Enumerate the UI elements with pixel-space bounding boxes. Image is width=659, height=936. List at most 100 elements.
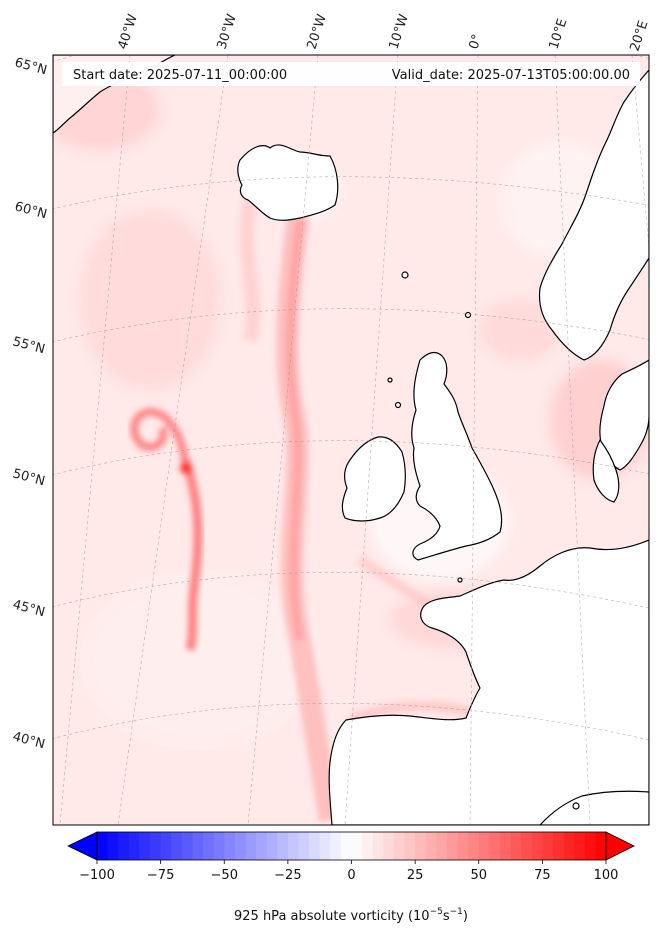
colorbar-level bbox=[584, 832, 596, 860]
lon-line-0 bbox=[469, 55, 479, 825]
colorbar-level bbox=[234, 832, 247, 860]
colorbar-level bbox=[330, 832, 342, 860]
longitude-labels: 40°W 30°W 20°W 10°W 0° 10°E 20°E bbox=[116, 12, 652, 53]
colorbar-level bbox=[351, 832, 363, 860]
colorbar-level bbox=[107, 832, 119, 860]
colorbar-level bbox=[415, 832, 427, 860]
colorbar-level bbox=[383, 832, 395, 860]
colorbar-level bbox=[404, 832, 416, 860]
lat-label-55n: 55°N bbox=[11, 334, 47, 357]
colorbar-level bbox=[245, 832, 257, 860]
norway-coast bbox=[538, 69, 649, 361]
colorbar-level bbox=[256, 832, 268, 860]
lat-label-40n: 40°N bbox=[11, 729, 47, 752]
colorbar-level bbox=[118, 832, 130, 860]
jutland-coast bbox=[592, 439, 620, 503]
colorbar-level bbox=[287, 832, 300, 860]
colorbar-level bbox=[595, 832, 607, 860]
iceland-coast bbox=[237, 144, 339, 221]
colorbar-tick-label: 100 bbox=[594, 868, 619, 883]
colorbar-level bbox=[457, 832, 469, 860]
colorbar-level bbox=[277, 832, 289, 860]
colorbar-level bbox=[128, 832, 141, 860]
colorbar-ticks: −100 −75 −50 −25 0 25 50 75 100 bbox=[79, 860, 618, 883]
colorbar-level bbox=[574, 832, 586, 860]
lon-label-20w: 20°W bbox=[305, 12, 330, 51]
colorbar-level bbox=[436, 832, 448, 860]
lon-line-40w bbox=[59, 55, 131, 825]
lon-label-0: 0° bbox=[467, 33, 486, 52]
africa-coast bbox=[539, 790, 649, 825]
lon-line-20w bbox=[247, 55, 319, 825]
lat-label-45n: 45°N bbox=[11, 597, 47, 620]
colorbar-tick-label: −25 bbox=[274, 868, 301, 883]
colorbar-level bbox=[489, 832, 501, 860]
colorbar-tick-label: 25 bbox=[407, 868, 424, 883]
lon-line-30w bbox=[117, 55, 229, 825]
colorbar-level bbox=[521, 832, 533, 860]
colorbar-level bbox=[393, 832, 406, 860]
colorbar-level bbox=[181, 832, 194, 860]
colorbar-level bbox=[499, 832, 512, 860]
colorbar-level bbox=[192, 832, 204, 860]
colorbar-tick-label: −75 bbox=[147, 868, 174, 883]
colorbar-level bbox=[150, 832, 162, 860]
lon-line-10w bbox=[344, 55, 399, 825]
colorbar-level bbox=[563, 832, 575, 860]
colorbar-level bbox=[510, 832, 522, 860]
colorbar-tick-label: 50 bbox=[470, 868, 487, 883]
lat-label-65n: 65°N bbox=[13, 55, 49, 78]
lat-line-60n bbox=[53, 176, 649, 210]
colorbar-level bbox=[266, 832, 278, 860]
lat-line-40n bbox=[53, 703, 649, 741]
land-masses bbox=[53, 55, 649, 825]
colorbar-level bbox=[203, 832, 215, 860]
lat-line-45n bbox=[53, 572, 649, 609]
colorbar-levels bbox=[97, 832, 607, 860]
start-date-label: Start date: 2025-07-11_00:00:00 bbox=[73, 68, 287, 83]
colorbar-level bbox=[362, 832, 374, 860]
lon-label-40w: 40°W bbox=[116, 12, 141, 51]
lat-label-60n: 60°N bbox=[13, 199, 49, 222]
colorbar-level bbox=[425, 832, 437, 860]
ireland-coast bbox=[341, 436, 406, 522]
cyclone-spiral bbox=[130, 407, 203, 652]
colorbar-level bbox=[446, 832, 459, 860]
map-panel bbox=[53, 55, 649, 825]
colorbar-level bbox=[478, 832, 490, 860]
colorbar-level bbox=[213, 832, 225, 860]
lon-line-10e bbox=[554, 55, 591, 825]
colorbar-label: 925 hPa absolute vorticity (10−5s−1) bbox=[234, 907, 468, 924]
colorbar-level bbox=[160, 832, 172, 860]
lon-label-10w: 10°W bbox=[387, 12, 412, 51]
colorbar-level bbox=[542, 832, 554, 860]
map-frame bbox=[52, 54, 650, 826]
colorbar-tick-label: 75 bbox=[534, 868, 551, 883]
colorbar-tick-label: −50 bbox=[211, 868, 238, 883]
stamp-box bbox=[62, 62, 640, 86]
colorbar-tick-label: 0 bbox=[347, 868, 355, 883]
colorbar-level bbox=[309, 832, 321, 860]
lat-line-50n bbox=[53, 440, 649, 476]
colorbar-level bbox=[139, 832, 151, 860]
lat-label-50n: 50°N bbox=[11, 466, 47, 489]
valid-date-label: Valid_date: 2025-07-13T05:00:00.00 bbox=[392, 68, 630, 83]
colorbar-level bbox=[319, 832, 331, 860]
colorbar-level bbox=[531, 832, 543, 860]
colorbar-tick-label: −100 bbox=[79, 868, 115, 883]
continental-europe-coast bbox=[328, 539, 649, 825]
colorbar-level bbox=[372, 832, 384, 860]
colorbar-level bbox=[468, 832, 480, 860]
colorbar-level bbox=[552, 832, 565, 860]
lon-label-30w: 30°W bbox=[215, 12, 240, 51]
colorbar-level bbox=[340, 832, 353, 860]
colorbar: −100 −75 −50 −25 0 25 50 75 100 925 hPa absolute… bbox=[67, 831, 635, 924]
britain-coast bbox=[411, 351, 503, 561]
lon-label-20e: 20°E bbox=[628, 19, 652, 53]
graticule bbox=[53, 55, 649, 825]
lon-line-20e bbox=[631, 55, 649, 251]
lon-label-10e: 10°E bbox=[547, 17, 571, 51]
colorbar-level bbox=[171, 832, 183, 860]
colorbar-level bbox=[298, 832, 310, 860]
